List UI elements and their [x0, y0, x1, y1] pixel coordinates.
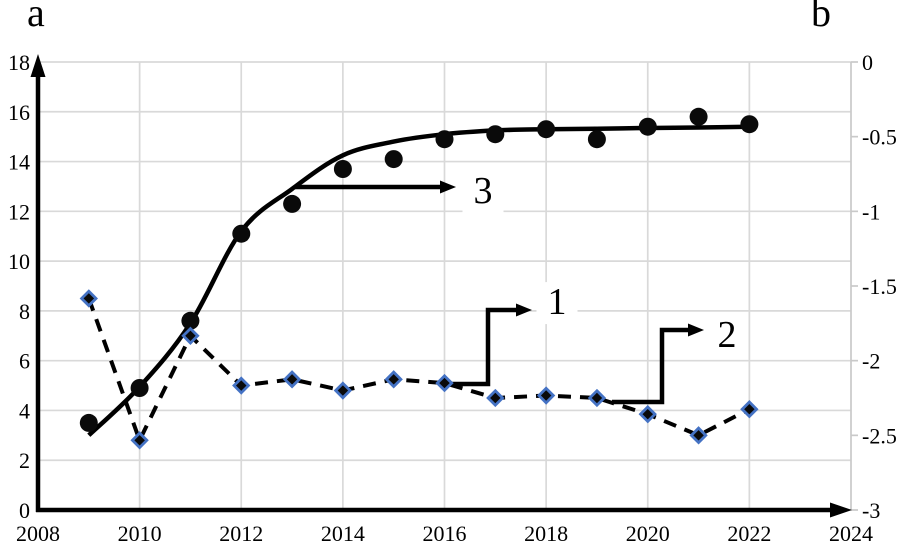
circle-marker [587, 130, 606, 149]
annotation-arrow-line-1 [443, 307, 517, 387]
circle-marker [79, 413, 98, 432]
right-axis-tick-label: -0.5 [862, 125, 897, 150]
diamond-marker [638, 404, 657, 424]
left-axis-tick-label: 14 [8, 150, 30, 175]
circle-marker [435, 130, 454, 149]
circle-marker [384, 150, 403, 169]
circle-marker [689, 107, 708, 126]
dashed-series-line [86, 297, 751, 446]
diamond-marker [282, 370, 302, 389]
x-axis-tick-label: 2014 [321, 521, 365, 545]
diamond-marker [486, 388, 505, 408]
panel-label-a: a [27, 0, 45, 35]
x-axis-tick-label: 2010 [118, 521, 162, 545]
panel-label-b: b [811, 0, 831, 35]
left-axis-tick-label: 0 [19, 498, 30, 523]
x-axis-tick-label: 2020 [626, 521, 670, 545]
left-axis-tick-label: 18 [8, 50, 30, 75]
x-axis-tick-label: 2024 [829, 521, 873, 545]
diamond-marker [232, 376, 251, 395]
right-axis-tick-label: -2 [862, 349, 880, 374]
circle-marker [740, 115, 759, 134]
trend-curve [87, 124, 750, 437]
x-axis-tick-label: 2022 [727, 521, 771, 545]
diamond-marker [384, 370, 403, 389]
diamond-marker [536, 386, 556, 405]
x-axis-tick-label: 2008 [16, 521, 60, 545]
right-axis-tick-label: 0 [862, 50, 873, 75]
diamond-marker [333, 381, 353, 400]
circle-marker [232, 224, 251, 243]
diamond-marker [181, 326, 200, 345]
left-axis-tick-label: 2 [19, 448, 30, 473]
annotation-arrowhead-2 [688, 323, 704, 337]
left-axis-tick-label: 6 [19, 349, 30, 374]
x-axis-tick-label: 2016 [423, 521, 467, 545]
circle-marker [283, 194, 302, 213]
circle-marker [486, 125, 505, 144]
circle-marker [537, 120, 556, 139]
right-axis-tick-label: -1 [862, 199, 880, 224]
annotation-label-3: 3 [462, 170, 504, 213]
circle-marker [181, 311, 200, 330]
right-axis-tick-label: -2.5 [862, 423, 897, 448]
circle-marker [333, 160, 352, 178]
annotation-label-1: 1 [536, 281, 578, 324]
x-axis-arrowhead [830, 502, 852, 518]
left-axis-tick-label: 4 [19, 398, 30, 423]
x-axis-tick-label: 2018 [524, 521, 568, 545]
annotation-arrowhead-3 [440, 180, 456, 194]
diamond-marker [689, 426, 708, 445]
diamond-marker [587, 388, 607, 408]
left-axis-tick-label: 10 [8, 249, 30, 274]
diamond-marker [740, 400, 759, 419]
circle-marker [638, 117, 657, 136]
annotation-arrow-line-2 [612, 327, 689, 405]
diamond-marker [130, 431, 149, 450]
diamond-marker [435, 373, 454, 393]
x-axis-tick-label: 2012 [219, 521, 263, 545]
left-axis-tick-label: 8 [19, 299, 30, 324]
right-axis-tick-label: -3 [862, 498, 880, 523]
circle-marker [130, 379, 149, 397]
y-axis-arrowhead [30, 54, 46, 77]
annotation-label-2: 2 [706, 314, 748, 357]
diamond-marker [79, 289, 98, 308]
left-axis-tick-label: 16 [8, 100, 30, 125]
left-axis-tick-label: 12 [8, 199, 30, 224]
annotation-arrowhead-1 [516, 303, 532, 317]
right-axis-tick-label: -1.5 [862, 274, 897, 299]
